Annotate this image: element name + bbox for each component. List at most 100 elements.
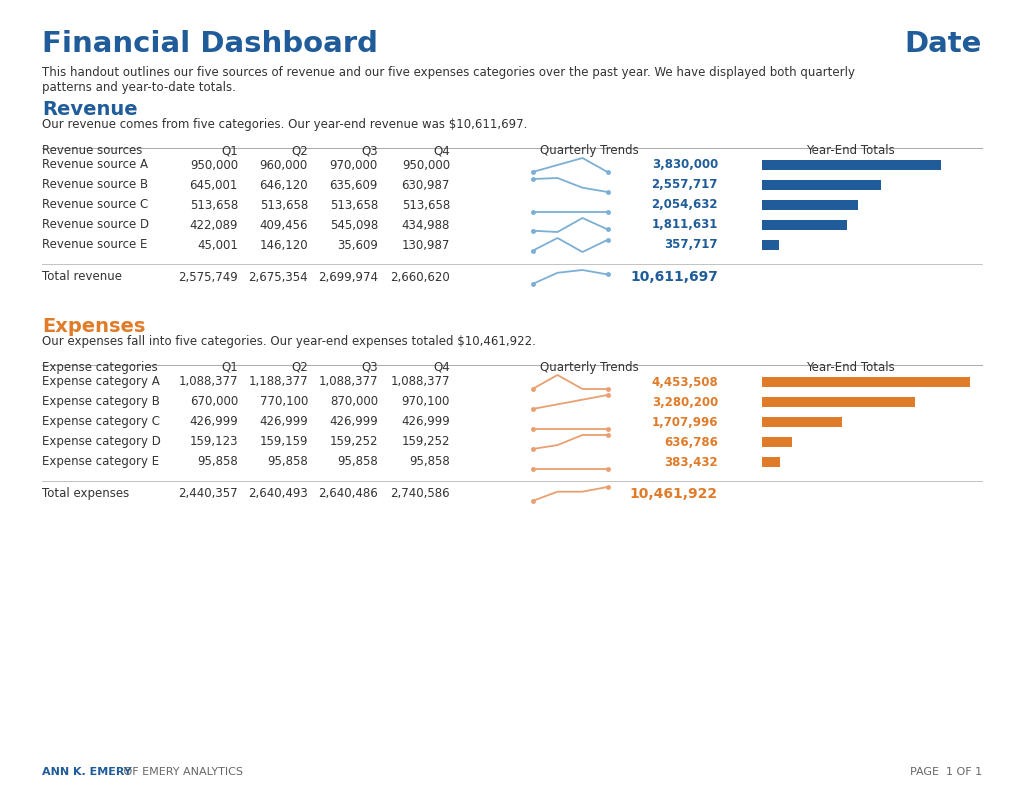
Text: Q1: Q1 (221, 144, 238, 157)
Text: 3,830,000: 3,830,000 (651, 158, 718, 172)
Text: 635,609: 635,609 (330, 178, 378, 192)
Text: Year-End Totals: Year-End Totals (806, 361, 894, 374)
Text: 970,100: 970,100 (401, 395, 450, 409)
Text: 45,001: 45,001 (198, 238, 238, 252)
Text: Total expenses: Total expenses (42, 488, 129, 501)
Text: 357,717: 357,717 (665, 238, 718, 252)
Text: 1,707,996: 1,707,996 (651, 416, 718, 428)
Text: Our expenses fall into five categories. Our year-end expenses totaled $10,461,92: Our expenses fall into five categories. … (42, 335, 536, 348)
Text: OF EMERY ANALYTICS: OF EMERY ANALYTICS (120, 767, 243, 777)
Text: Revenue source C: Revenue source C (42, 199, 148, 211)
Text: 2,699,974: 2,699,974 (318, 271, 378, 284)
Text: Revenue source E: Revenue source E (42, 238, 147, 252)
Text: 146,120: 146,120 (259, 238, 308, 252)
Text: 636,786: 636,786 (665, 436, 718, 448)
Text: Total revenue: Total revenue (42, 271, 122, 284)
Text: 2,054,632: 2,054,632 (651, 199, 718, 211)
Text: 1,088,377: 1,088,377 (318, 375, 378, 389)
Text: Q2: Q2 (291, 144, 308, 157)
Text: 545,098: 545,098 (330, 219, 378, 231)
Text: Revenue: Revenue (42, 100, 137, 119)
Text: 130,987: 130,987 (401, 238, 450, 252)
Text: 10,461,922: 10,461,922 (630, 487, 718, 501)
Text: 159,252: 159,252 (401, 436, 450, 448)
Text: 95,858: 95,858 (267, 455, 308, 469)
Text: 2,440,357: 2,440,357 (178, 488, 238, 501)
Text: Expense categories: Expense categories (42, 361, 158, 374)
Text: 409,456: 409,456 (259, 219, 308, 231)
Text: Expense category A: Expense category A (42, 375, 160, 389)
Text: 2,675,354: 2,675,354 (249, 271, 308, 284)
Text: 2,575,749: 2,575,749 (178, 271, 238, 284)
Text: Expense category E: Expense category E (42, 455, 159, 469)
Text: 950,000: 950,000 (189, 158, 238, 172)
Text: Expense category C: Expense category C (42, 416, 160, 428)
Text: 630,987: 630,987 (401, 178, 450, 192)
Text: 2,660,620: 2,660,620 (390, 271, 450, 284)
Text: 10,611,697: 10,611,697 (630, 270, 718, 284)
Text: 513,658: 513,658 (401, 199, 450, 211)
Text: 35,609: 35,609 (337, 238, 378, 252)
Text: 159,123: 159,123 (189, 436, 238, 448)
Text: Quarterly Trends: Quarterly Trends (540, 144, 639, 157)
Text: Q1: Q1 (221, 361, 238, 374)
Text: Date: Date (904, 30, 982, 58)
Text: 513,658: 513,658 (260, 199, 308, 211)
Text: 870,000: 870,000 (330, 395, 378, 409)
Text: 646,120: 646,120 (259, 178, 308, 192)
Text: 513,658: 513,658 (330, 199, 378, 211)
Text: 1,088,377: 1,088,377 (178, 375, 238, 389)
Text: 3,280,200: 3,280,200 (651, 395, 718, 409)
Bar (762, 200, 858, 210)
Text: 970,000: 970,000 (330, 158, 378, 172)
Text: Expense category B: Expense category B (42, 395, 160, 409)
Text: 426,999: 426,999 (401, 416, 450, 428)
Text: 383,432: 383,432 (665, 455, 718, 469)
Text: Financial Dashboard: Financial Dashboard (42, 30, 378, 58)
Text: 4,453,508: 4,453,508 (651, 375, 718, 389)
Text: Revenue sources: Revenue sources (42, 144, 142, 157)
Text: Revenue source D: Revenue source D (42, 219, 150, 231)
Text: Revenue source A: Revenue source A (42, 158, 148, 172)
Text: Expense category D: Expense category D (42, 436, 161, 448)
Text: 960,000: 960,000 (260, 158, 308, 172)
Text: PAGE  1 OF 1: PAGE 1 OF 1 (910, 767, 982, 777)
Text: Q4: Q4 (433, 144, 450, 157)
Text: Q2: Q2 (291, 361, 308, 374)
Text: 513,658: 513,658 (189, 199, 238, 211)
Text: 95,858: 95,858 (410, 455, 450, 469)
Text: 1,188,377: 1,188,377 (249, 375, 308, 389)
Text: 426,999: 426,999 (259, 416, 308, 428)
Bar (762, 180, 882, 190)
Text: Q3: Q3 (361, 144, 378, 157)
Text: 2,740,586: 2,740,586 (390, 488, 450, 501)
Bar (762, 377, 970, 387)
Bar (762, 240, 778, 250)
Text: 2,640,486: 2,640,486 (318, 488, 378, 501)
Text: 645,001: 645,001 (189, 178, 238, 192)
Text: 159,252: 159,252 (330, 436, 378, 448)
Bar (762, 160, 941, 170)
Text: 1,811,631: 1,811,631 (651, 219, 718, 231)
Bar (762, 417, 842, 427)
Text: 426,999: 426,999 (189, 416, 238, 428)
Text: 950,000: 950,000 (401, 158, 450, 172)
Text: Expenses: Expenses (42, 317, 145, 336)
Text: 434,988: 434,988 (401, 219, 450, 231)
Text: Our revenue comes from five categories. Our year-end revenue was $10,611,697.: Our revenue comes from five categories. … (42, 118, 527, 131)
Text: 95,858: 95,858 (337, 455, 378, 469)
Bar (762, 437, 792, 447)
Text: 1,088,377: 1,088,377 (390, 375, 450, 389)
Text: 95,858: 95,858 (198, 455, 238, 469)
Text: 426,999: 426,999 (330, 416, 378, 428)
Text: 2,640,493: 2,640,493 (248, 488, 308, 501)
Text: 670,000: 670,000 (189, 395, 238, 409)
Text: Quarterly Trends: Quarterly Trends (540, 361, 639, 374)
Text: Q4: Q4 (433, 361, 450, 374)
Text: ANN K. EMERY: ANN K. EMERY (42, 767, 132, 777)
Text: Q3: Q3 (361, 361, 378, 374)
Bar (762, 220, 847, 230)
Text: 2,557,717: 2,557,717 (651, 178, 718, 192)
Text: Revenue source B: Revenue source B (42, 178, 148, 192)
Text: 770,100: 770,100 (260, 395, 308, 409)
